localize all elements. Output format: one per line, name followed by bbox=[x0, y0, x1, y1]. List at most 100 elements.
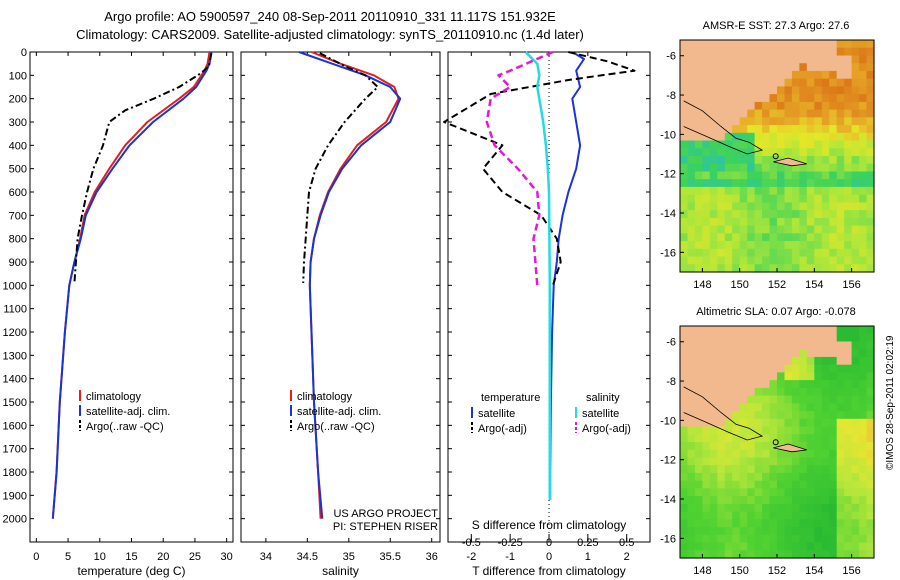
sst-map-cell bbox=[784, 256, 793, 265]
sal-diff-xlabel: S difference from climatology bbox=[472, 518, 627, 532]
sst-map-cell bbox=[702, 186, 711, 196]
sst-map-cell bbox=[724, 233, 733, 242]
sst-map-cell bbox=[739, 101, 748, 111]
sla-map-cell bbox=[680, 372, 689, 381]
salinity-xtick-label: 35.5 bbox=[380, 551, 401, 563]
sla-map-cell bbox=[687, 480, 696, 489]
sst-map-cell bbox=[844, 241, 853, 250]
sst-map-cell bbox=[687, 86, 696, 95]
sst-map-cell bbox=[724, 241, 733, 250]
sla-map-cell bbox=[702, 333, 711, 342]
sst-map-cell bbox=[777, 40, 786, 49]
sla-map-cell bbox=[866, 550, 875, 559]
sst-map-cell bbox=[806, 117, 815, 126]
sla-map-cell bbox=[799, 372, 808, 381]
sst-map-cell bbox=[769, 117, 778, 126]
sst-map-cell bbox=[680, 132, 689, 142]
sla-map-cell bbox=[806, 465, 815, 474]
sst-map-cell bbox=[694, 171, 703, 180]
sst-map-cell bbox=[799, 248, 808, 258]
sst-map-cell bbox=[702, 225, 711, 234]
sla-map-cell bbox=[747, 333, 756, 342]
sst-map-cell bbox=[821, 233, 830, 242]
depth-tick-label: 1400 bbox=[3, 374, 27, 386]
sla-map-cell bbox=[814, 403, 823, 412]
sla-map-lat-label: -6 bbox=[666, 337, 676, 349]
sla-map-cell bbox=[754, 480, 763, 489]
sst-map-cell bbox=[829, 125, 838, 134]
sla-map-cell bbox=[687, 364, 696, 373]
sla-map-cell bbox=[724, 364, 733, 373]
difference-series-salinity-argo-adj- bbox=[485, 50, 554, 286]
sst-map-cell bbox=[694, 264, 703, 273]
temperature-plot-frame bbox=[29, 51, 234, 543]
salinity-legend-label: Argo(..raw -QC) bbox=[297, 421, 375, 433]
sla-map-cell bbox=[799, 503, 808, 513]
sst-map-cell bbox=[680, 117, 689, 126]
sst-map-cell bbox=[836, 94, 845, 103]
sst-map-cell bbox=[732, 63, 741, 72]
sla-map-cell bbox=[851, 426, 860, 435]
sst-map-cell bbox=[739, 241, 748, 250]
sst-map-cell bbox=[814, 148, 823, 157]
sla-map-lat-label: -10 bbox=[660, 415, 676, 427]
sst-map-cell bbox=[866, 94, 875, 103]
sla-map-cell bbox=[702, 519, 711, 528]
sla-map-cell bbox=[836, 418, 845, 428]
sst-map-cell bbox=[851, 264, 860, 273]
sst-map-cell bbox=[762, 78, 771, 87]
sla-map bbox=[680, 326, 875, 559]
sst-map-cell bbox=[791, 109, 800, 118]
sst-map-cell bbox=[724, 101, 733, 111]
sst-map-cell bbox=[791, 101, 800, 111]
sst-map-cell bbox=[724, 194, 733, 203]
sst-map-cell bbox=[859, 233, 868, 242]
sla-map-cell bbox=[762, 411, 771, 420]
sla-map-cell bbox=[769, 434, 778, 443]
sla-map-cell bbox=[829, 511, 838, 520]
sst-map-cell bbox=[829, 225, 838, 234]
sst-map-cell bbox=[687, 40, 696, 49]
sst-map-cell bbox=[829, 171, 838, 180]
sla-map-cell bbox=[866, 395, 875, 404]
sla-map-cell bbox=[762, 550, 771, 559]
sla-map-cell bbox=[680, 511, 689, 520]
sla-map-cell bbox=[769, 341, 778, 350]
sla-map-cell bbox=[724, 326, 733, 335]
sst-map-cell bbox=[687, 47, 696, 56]
sst-map-cell bbox=[694, 117, 703, 126]
sst-map-cell bbox=[762, 179, 771, 188]
sst-map-lat-label: -14 bbox=[660, 208, 676, 220]
sla-map-cell bbox=[762, 465, 771, 474]
sst-map-cell bbox=[784, 202, 793, 211]
sst-map-cell bbox=[754, 101, 763, 111]
sst-map-cell bbox=[799, 210, 808, 219]
sst-map-title: AMSR-E SST: 27.3 Argo: 27.6 bbox=[702, 20, 850, 32]
sst-map-cell bbox=[739, 55, 748, 64]
sst-map-cell bbox=[799, 47, 808, 56]
sst-map-cell bbox=[784, 163, 793, 172]
sla-map-cell bbox=[784, 457, 793, 466]
sst-map-cell bbox=[836, 202, 845, 211]
sst-map-cell bbox=[851, 70, 860, 80]
sla-map-cell bbox=[836, 403, 845, 412]
sla-map-cell bbox=[866, 418, 875, 428]
sla-map-cell bbox=[687, 527, 696, 536]
sst-map-cell bbox=[709, 179, 718, 188]
sst-map-cell bbox=[739, 47, 748, 56]
sla-map-cell bbox=[859, 519, 868, 528]
sla-map-cell bbox=[680, 542, 689, 551]
sst-map-cell bbox=[821, 256, 830, 265]
sst-map-cell bbox=[806, 256, 815, 265]
sla-map-cell bbox=[717, 503, 726, 513]
sst-map-cell bbox=[754, 217, 763, 227]
sla-map-lon-label: 152 bbox=[768, 565, 786, 577]
sst-map-cell bbox=[851, 241, 860, 250]
sla-map-cell bbox=[680, 434, 689, 443]
sst-map-cell bbox=[702, 156, 711, 165]
sla-map-cell bbox=[821, 349, 830, 358]
sla-map-cell bbox=[680, 418, 689, 428]
sla-map-cell bbox=[806, 333, 815, 342]
sst-map-cell bbox=[680, 148, 689, 157]
sst-map-cell bbox=[709, 186, 718, 196]
